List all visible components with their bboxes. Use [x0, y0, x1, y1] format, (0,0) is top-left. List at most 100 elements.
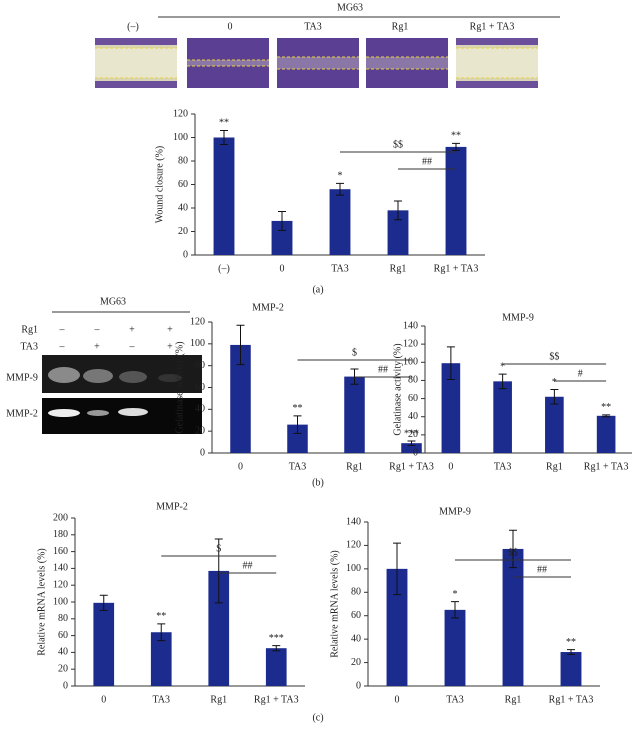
bar	[545, 396, 564, 453]
y-tick-label: 100	[53, 596, 68, 607]
y-tick-label: 20	[195, 425, 205, 436]
significance: *	[552, 377, 557, 388]
y-tick-label: 20	[408, 429, 418, 440]
bar	[441, 363, 461, 453]
y-tick-label: 120	[53, 579, 68, 590]
y-tick-label: 0	[413, 447, 418, 458]
bracket-label: ##	[378, 364, 388, 375]
y-tick-label: 20	[178, 226, 188, 237]
gel-band	[48, 409, 80, 417]
y-tick-label: 0	[63, 680, 68, 691]
chart-title: MMP-9	[502, 312, 534, 323]
y-tick-label: 80	[178, 155, 188, 166]
bar	[387, 210, 409, 255]
y-tick-label: 20	[351, 657, 361, 668]
bar	[445, 146, 467, 255]
gel-sign: –	[59, 324, 66, 335]
gel-band	[83, 369, 113, 383]
bar	[344, 376, 365, 453]
gel-sign: +	[94, 341, 100, 352]
x-tick-label: Rg1	[546, 461, 563, 472]
y-tick-label: 0	[200, 447, 205, 458]
gel-band	[48, 367, 80, 383]
bar	[230, 344, 251, 453]
gel-row-label: TA3	[20, 341, 38, 352]
error-bar	[272, 645, 281, 652]
x-tick-label: 0	[448, 461, 453, 472]
x-tick-label: Rg1	[390, 263, 407, 274]
error-bar	[452, 142, 460, 151]
image-label: (–)	[127, 21, 139, 32]
y-tick-label: 0	[356, 680, 361, 691]
bar	[444, 609, 466, 686]
significance: **	[566, 637, 576, 648]
wound-gap	[95, 48, 177, 78]
bar	[329, 189, 351, 255]
panel-header: MG63	[337, 2, 363, 13]
bracket-label: $	[216, 543, 221, 554]
bar	[401, 443, 422, 453]
x-tick-label: (–)	[218, 263, 230, 274]
y-tick-label: 100	[403, 357, 418, 368]
y-tick-label: 120	[346, 540, 361, 551]
y-tick-label: 120	[173, 108, 188, 119]
y-tick-label: 80	[195, 360, 205, 371]
wound-gap	[456, 48, 538, 78]
x-tick-label: TA3	[494, 461, 512, 472]
gel-sign: +	[129, 324, 135, 335]
error-bar	[567, 649, 575, 655]
gel-sign: –	[94, 324, 101, 335]
caption: (b)	[312, 477, 324, 488]
x-tick-label: 0	[238, 461, 243, 472]
gel-header: MG63	[100, 296, 126, 307]
y-tick-label: 120	[190, 316, 205, 327]
y-tick-label: 60	[58, 630, 68, 641]
x-tick-label: Rg1 + TA3	[254, 694, 299, 705]
y-axis-label: Relative mRNA levels (%)	[36, 548, 47, 655]
cells	[456, 81, 538, 88]
chart-title: MMP-9	[439, 506, 471, 517]
y-tick-label: 60	[195, 382, 205, 393]
caption: (a)	[312, 284, 323, 295]
significance: **	[451, 131, 461, 142]
cells	[95, 81, 177, 88]
bracket-label: ##	[422, 156, 432, 167]
significance: **	[156, 611, 166, 622]
error-bar	[336, 182, 344, 196]
y-tick-label: 100	[173, 132, 188, 143]
error-bar	[394, 200, 402, 221]
y-tick-label: 100	[190, 338, 205, 349]
x-tick-label: Rg1	[346, 461, 363, 472]
bar	[271, 220, 293, 255]
bar	[596, 415, 616, 453]
image-label: 0	[228, 21, 233, 32]
cells	[456, 38, 538, 45]
image-label: Rg1 + TA3	[470, 21, 515, 32]
y-tick-label: 0	[183, 249, 188, 260]
wound-gap	[187, 60, 269, 66]
error-bar	[451, 601, 459, 619]
x-tick-label: Rg1	[210, 694, 227, 705]
wound-gap	[277, 57, 359, 69]
y-tick-label: 140	[403, 320, 418, 331]
y-tick-label: 40	[351, 633, 361, 644]
error-bar	[99, 594, 108, 611]
bar	[560, 652, 582, 686]
bar	[208, 570, 230, 686]
gel-band	[87, 410, 109, 416]
x-tick-label: Rg1 + TA3	[434, 263, 479, 274]
gel-sign: +	[167, 341, 173, 352]
image-label: Rg1	[392, 21, 409, 32]
y-tick-label: 80	[408, 375, 418, 386]
y-tick-label: 140	[346, 516, 361, 527]
y-tick-label: 80	[58, 613, 68, 624]
y-tick-label: 40	[408, 411, 418, 422]
gel-band	[119, 371, 147, 383]
chart-title: MMP-2	[156, 501, 188, 512]
y-tick-label: 40	[178, 202, 188, 213]
y-tick-label: 60	[408, 393, 418, 404]
error-bar	[446, 346, 455, 381]
gel-sign: +	[167, 324, 173, 335]
caption: (c)	[312, 712, 323, 723]
significance: *	[338, 171, 343, 182]
